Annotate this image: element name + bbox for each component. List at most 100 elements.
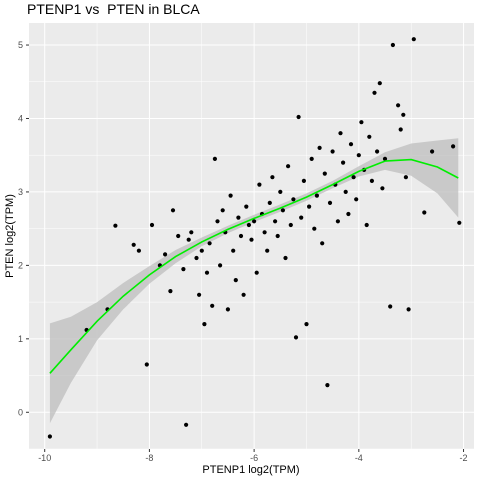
data-point: [241, 292, 246, 297]
data-point: [451, 144, 456, 149]
data-point: [343, 189, 348, 194]
data-point: [113, 223, 118, 228]
data-point: [207, 241, 212, 246]
data-point: [257, 182, 262, 187]
data-point: [288, 222, 293, 228]
data-point: [304, 322, 309, 327]
data-point: [197, 292, 202, 297]
chart-title: PTENP1 vs PTEN in BLCA: [27, 1, 200, 17]
x-tick-label: -2: [460, 453, 468, 463]
data-point: [354, 197, 359, 202]
data-point: [403, 175, 408, 180]
x-axis-ticks: -10 -8 -6 -4 -2: [38, 449, 468, 463]
data-point: [380, 186, 385, 191]
data-point: [262, 230, 267, 235]
data-point: [341, 160, 346, 165]
scatter-points: [47, 37, 462, 439]
data-point: [149, 222, 155, 228]
data-point: [320, 241, 325, 246]
data-point: [181, 267, 186, 272]
data-point: [280, 208, 285, 213]
y-axis-ticks: 0 1 2 3 4 5: [18, 40, 29, 417]
data-point: [273, 219, 278, 224]
data-point: [430, 149, 435, 154]
data-point: [312, 226, 317, 231]
data-point: [283, 255, 288, 261]
data-point: [348, 142, 354, 147]
y-tick-label: 2: [18, 260, 23, 270]
data-point: [335, 219, 340, 224]
x-tick-label: -4: [355, 453, 363, 463]
data-point: [249, 237, 254, 242]
data-point: [168, 289, 173, 294]
data-point: [301, 178, 306, 183]
data-point: [228, 193, 233, 198]
data-point: [233, 278, 238, 283]
data-point: [265, 248, 270, 253]
data-point: [189, 230, 194, 235]
y-axis-title: PTEN log2(TPM): [4, 194, 16, 278]
data-point: [144, 362, 149, 367]
data-point: [309, 156, 314, 161]
data-point: [356, 153, 361, 158]
data-point: [176, 233, 181, 239]
data-point: [325, 383, 330, 388]
data-point: [375, 149, 380, 154]
data-point: [215, 219, 220, 224]
data-point: [367, 134, 372, 139]
data-point: [47, 434, 53, 439]
confidence-band: [49, 138, 459, 424]
data-point: [293, 335, 299, 340]
x-axis-title: PTENP1 log2(TPM): [202, 464, 299, 476]
data-point: [186, 237, 191, 242]
y-tick-label: 1: [18, 334, 23, 344]
data-point: [296, 114, 301, 120]
data-point: [317, 145, 322, 150]
data-point: [236, 215, 241, 220]
data-point: [388, 304, 393, 309]
data-point: [238, 233, 244, 239]
y-tick-label: 3: [18, 187, 23, 197]
data-point: [252, 219, 257, 224]
data-point: [359, 120, 364, 125]
data-point: [330, 149, 335, 154]
y-tick-label: 4: [18, 113, 23, 123]
y-tick-label: 5: [18, 40, 23, 50]
data-point: [184, 422, 189, 427]
data-point: [457, 220, 462, 225]
data-point: [210, 303, 215, 308]
x-tick-label: -10: [38, 453, 51, 463]
data-point: [194, 255, 199, 261]
grid-major-lines: [29, 23, 474, 449]
data-point: [422, 210, 427, 215]
data-point: [322, 171, 327, 176]
data-point: [406, 307, 411, 312]
data-point: [204, 270, 210, 275]
y-tick-label: 0: [18, 407, 23, 417]
data-point: [270, 175, 275, 180]
data-point: [382, 156, 388, 161]
data-point: [267, 200, 272, 205]
data-point: [299, 215, 304, 220]
data-point: [170, 208, 176, 213]
data-point: [369, 178, 374, 183]
x-tick-label: -6: [250, 453, 258, 463]
data-point: [246, 222, 251, 228]
data-point: [314, 193, 319, 198]
data-point: [225, 307, 230, 312]
data-point: [327, 200, 333, 205]
data-point: [244, 204, 249, 209]
data-point: [218, 263, 223, 268]
data-point: [291, 197, 296, 202]
data-point: [351, 175, 356, 180]
data-point: [278, 189, 283, 194]
plot-panel: [29, 23, 474, 449]
data-point: [212, 156, 217, 161]
data-point: [286, 164, 291, 169]
fit-line: [49, 158, 459, 374]
data-point: [254, 270, 259, 275]
data-point: [338, 131, 343, 136]
data-point: [372, 90, 377, 95]
data-point: [307, 204, 312, 209]
